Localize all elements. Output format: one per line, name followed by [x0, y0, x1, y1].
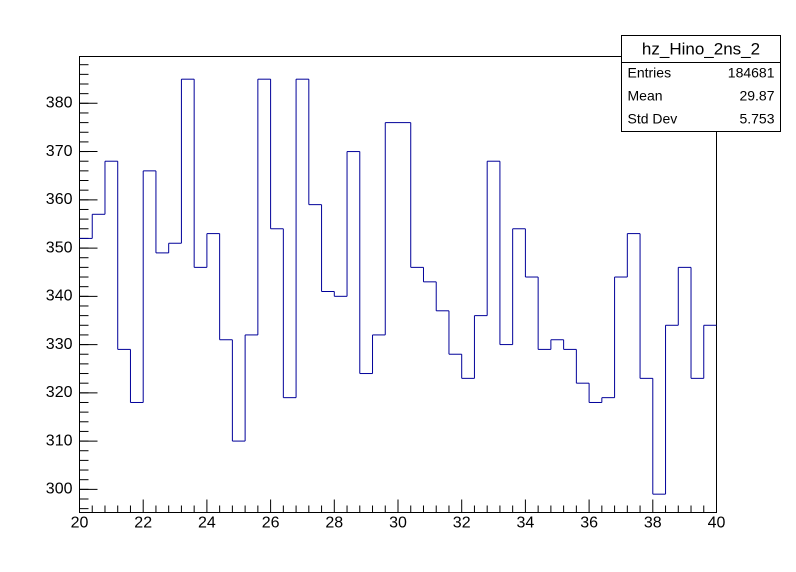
stats-value: 29.87 [739, 88, 774, 104]
x-tick-label: 36 [580, 515, 598, 532]
y-tick-label: 370 [46, 143, 73, 160]
x-tick-label: 34 [517, 515, 535, 532]
x-tick-label: 30 [389, 515, 407, 532]
x-tick-label: 24 [198, 515, 216, 532]
y-tick-label: 320 [46, 384, 73, 401]
stats-value: 184681 [728, 65, 775, 81]
x-tick-label: 26 [262, 515, 280, 532]
y-tick-label: 340 [46, 288, 73, 305]
stats-label: Entries [628, 65, 672, 81]
x-tick-label: 22 [134, 515, 152, 532]
x-tick-label: 32 [453, 515, 471, 532]
x-tick-label: 40 [708, 515, 726, 532]
stats-label: Mean [628, 88, 663, 104]
x-tick-label: 28 [325, 515, 343, 532]
y-tick-label: 360 [46, 191, 73, 208]
stats-value: 5.753 [739, 111, 774, 127]
x-tick-label: 20 [71, 515, 89, 532]
y-tick-label: 380 [46, 95, 73, 112]
stats-title: hz_Hino_2ns_2 [642, 39, 760, 58]
y-tick-label: 330 [46, 336, 73, 353]
y-tick-label: 310 [46, 432, 73, 449]
y-tick-label: 300 [46, 481, 73, 498]
stats-box [621, 35, 781, 132]
x-tick-label: 38 [644, 515, 662, 532]
stats-label: Std Dev [628, 111, 678, 127]
y-tick-label: 350 [46, 239, 73, 256]
